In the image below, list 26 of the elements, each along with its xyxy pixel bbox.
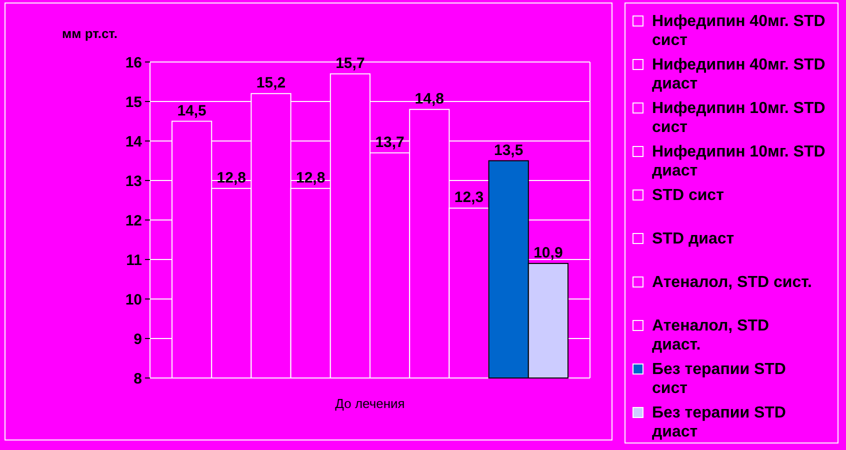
- y-axis-title: мм рт.ст.: [62, 26, 118, 41]
- legend-label: Нифедипин 40мг. STD сист: [652, 13, 826, 49]
- y-tick-label: 10: [125, 291, 142, 308]
- x-tick-label: До лечения: [335, 396, 405, 411]
- y-tick-label: 12: [125, 212, 142, 230]
- data-label: 12,3: [454, 189, 484, 206]
- legend-label: Без терапии STD диаст: [652, 404, 786, 440]
- y-tick-label: 13: [125, 172, 142, 190]
- legend-label: Нифедипин 10мг. STD сист: [652, 100, 826, 136]
- data-label: 13,5: [494, 142, 524, 159]
- legend-label: STD сист: [652, 187, 724, 204]
- y-tick-label: 16: [125, 54, 142, 72]
- data-label: 15,2: [256, 74, 286, 92]
- data-label: 10,9: [534, 244, 563, 262]
- y-tick-label: 11: [126, 252, 142, 269]
- legend-label: Без терапии STD сист: [652, 361, 786, 397]
- data-label: 14,5: [177, 102, 206, 120]
- legend-label: Атеналол, STD диаст.: [652, 318, 770, 354]
- legend-label: Атеналол, STD сист.: [652, 274, 812, 291]
- y-tick-label: 15: [125, 94, 142, 111]
- legend-label: Нифедипин 10мг. STD диаст: [652, 144, 826, 180]
- legend-label: Нифедипин 40мг. STD диаст: [652, 56, 826, 92]
- y-tick-label: 9: [134, 330, 142, 348]
- y-tick-label: 8: [134, 370, 142, 388]
- y-tick-label: 14: [125, 133, 143, 150]
- legend-label: STD диаст: [652, 230, 734, 248]
